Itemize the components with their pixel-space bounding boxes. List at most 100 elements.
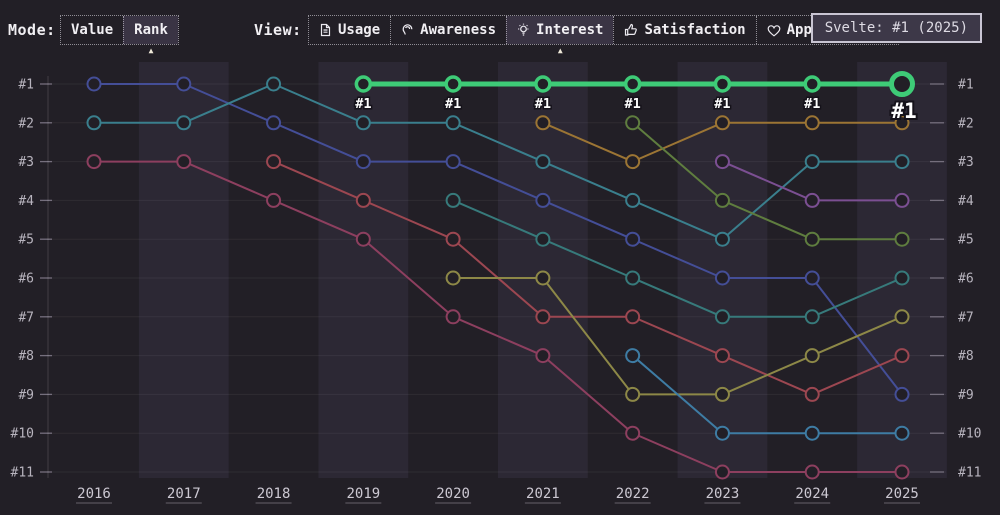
right-rank-label: #2 (958, 116, 974, 131)
data-point-series-olive-green (894, 231, 910, 247)
view-button-interest[interactable]: Interest ▲ (506, 16, 614, 55)
data-point-series-steel-blue (625, 348, 641, 364)
year-label[interactable]: 2024 (795, 486, 829, 502)
data-point-series-crimson (355, 192, 371, 208)
view-button-awareness[interactable]: Awareness (390, 16, 506, 44)
data-point-series-gold (625, 154, 641, 170)
data-point-svelte[interactable] (803, 75, 821, 93)
data-point-series-olive (445, 270, 461, 286)
data-point-series-magenta (355, 231, 371, 247)
view-button-label: Interest (536, 22, 604, 38)
mode-button-label: Value (71, 22, 114, 38)
data-point-series-olive (894, 309, 910, 325)
year-label[interactable]: 2020 (436, 486, 470, 502)
data-point-series-gold (714, 115, 730, 131)
data-point-series-indigo (625, 231, 641, 247)
data-point-series-teal (894, 154, 910, 170)
year-label[interactable]: 2022 (616, 486, 650, 502)
year-label[interactable]: 2016 (77, 486, 111, 502)
year-label[interactable]: 2025 (885, 486, 919, 502)
data-point-series-dark-teal (894, 270, 910, 286)
mode-button-rank[interactable]: Rank ▲ (123, 16, 178, 55)
data-point-series-crimson (445, 231, 461, 247)
data-point-series-magenta (86, 154, 102, 170)
data-point-series-olive (714, 386, 730, 402)
data-point-series-magenta (625, 425, 641, 441)
mode-toggle-group: Value Rank ▲ (60, 15, 179, 55)
year-band (857, 62, 947, 478)
left-rank-label: #5 (18, 233, 34, 248)
data-point-series-crimson (535, 309, 551, 325)
year-band (677, 62, 768, 478)
right-rank-label: #8 (958, 349, 974, 364)
data-point-svelte[interactable] (713, 75, 732, 93)
right-rank-label: #9 (958, 388, 974, 403)
year-label[interactable]: 2018 (257, 486, 291, 502)
data-point-series-indigo (804, 270, 820, 286)
data-point-series-magenta (714, 464, 730, 480)
data-point-series-teal (355, 115, 371, 131)
highlight-point-label: #1 (355, 96, 371, 112)
highlight-point-label: #1 (804, 96, 820, 112)
data-point-svelte[interactable] (354, 75, 373, 93)
data-point-series-dark-teal (445, 192, 461, 208)
year-label[interactable]: 2017 (167, 486, 201, 502)
mode-button-value[interactable]: Value (61, 16, 123, 44)
data-point-series-indigo (266, 115, 282, 131)
data-point-series-olive-green (714, 192, 730, 208)
data-point-series-teal (535, 154, 551, 170)
series-line-series-magenta (93, 160, 903, 473)
year-band (138, 62, 229, 478)
view-button-usage[interactable]: Usage (309, 16, 390, 44)
view-button-label: Usage (338, 22, 381, 38)
data-point-svelte[interactable] (889, 71, 915, 97)
series-tooltip: Svelte: #1 (2025) (810, 13, 982, 43)
highlight-point-label: #1 (535, 96, 551, 112)
year-label[interactable]: 2019 (346, 486, 380, 502)
ear-icon (401, 23, 414, 37)
data-point-series-magenta (894, 464, 910, 480)
view-button-satisfaction[interactable]: Satisfaction (613, 16, 755, 44)
year-label[interactable]: 2023 (706, 486, 740, 502)
data-point-svelte[interactable] (623, 75, 642, 93)
data-point-series-crimson (804, 386, 820, 402)
data-point-series-dark-teal (804, 309, 820, 325)
right-rank-label: #3 (958, 155, 974, 170)
data-point-series-crimson (714, 348, 730, 364)
data-point-series-magenta (176, 154, 192, 170)
left-rank-label: #4 (18, 194, 34, 209)
thumbs-up-icon (624, 23, 638, 37)
highlight-point-label: #1 (625, 96, 641, 112)
series-line-series-teal (93, 83, 903, 241)
data-point-series-dark-teal (535, 231, 551, 247)
left-rank-label: #1 (18, 78, 34, 93)
right-rank-label: #11 (958, 466, 981, 481)
data-point-series-indigo (86, 76, 102, 92)
data-point-series-crimson (625, 309, 641, 325)
data-point-svelte[interactable] (444, 75, 462, 93)
view-label: View: (254, 21, 302, 39)
data-point-series-steel-blue (804, 425, 820, 441)
left-rank-label: #2 (18, 116, 34, 131)
data-point-series-gold (894, 115, 910, 131)
data-point-series-teal (266, 76, 282, 92)
right-rank-label: #1 (958, 78, 974, 93)
data-point-series-teal (86, 115, 102, 131)
series-line-series-dark-teal (452, 199, 903, 318)
data-point-series-purple (714, 154, 730, 170)
highlight-point-label: #1 (445, 96, 461, 112)
mode-label: Mode: (8, 21, 56, 39)
data-point-series-teal (625, 192, 641, 208)
data-point-series-magenta (535, 348, 551, 364)
data-point-series-teal (445, 115, 461, 131)
year-label[interactable]: 2021 (526, 486, 560, 502)
right-rank-label: #7 (958, 310, 974, 325)
data-point-series-purple (894, 192, 910, 208)
left-rank-label: #8 (18, 349, 34, 364)
data-point-svelte[interactable] (534, 75, 552, 93)
right-rank-label: #4 (958, 194, 974, 209)
data-point-series-teal (176, 115, 192, 131)
data-point-series-olive-green (804, 231, 820, 247)
